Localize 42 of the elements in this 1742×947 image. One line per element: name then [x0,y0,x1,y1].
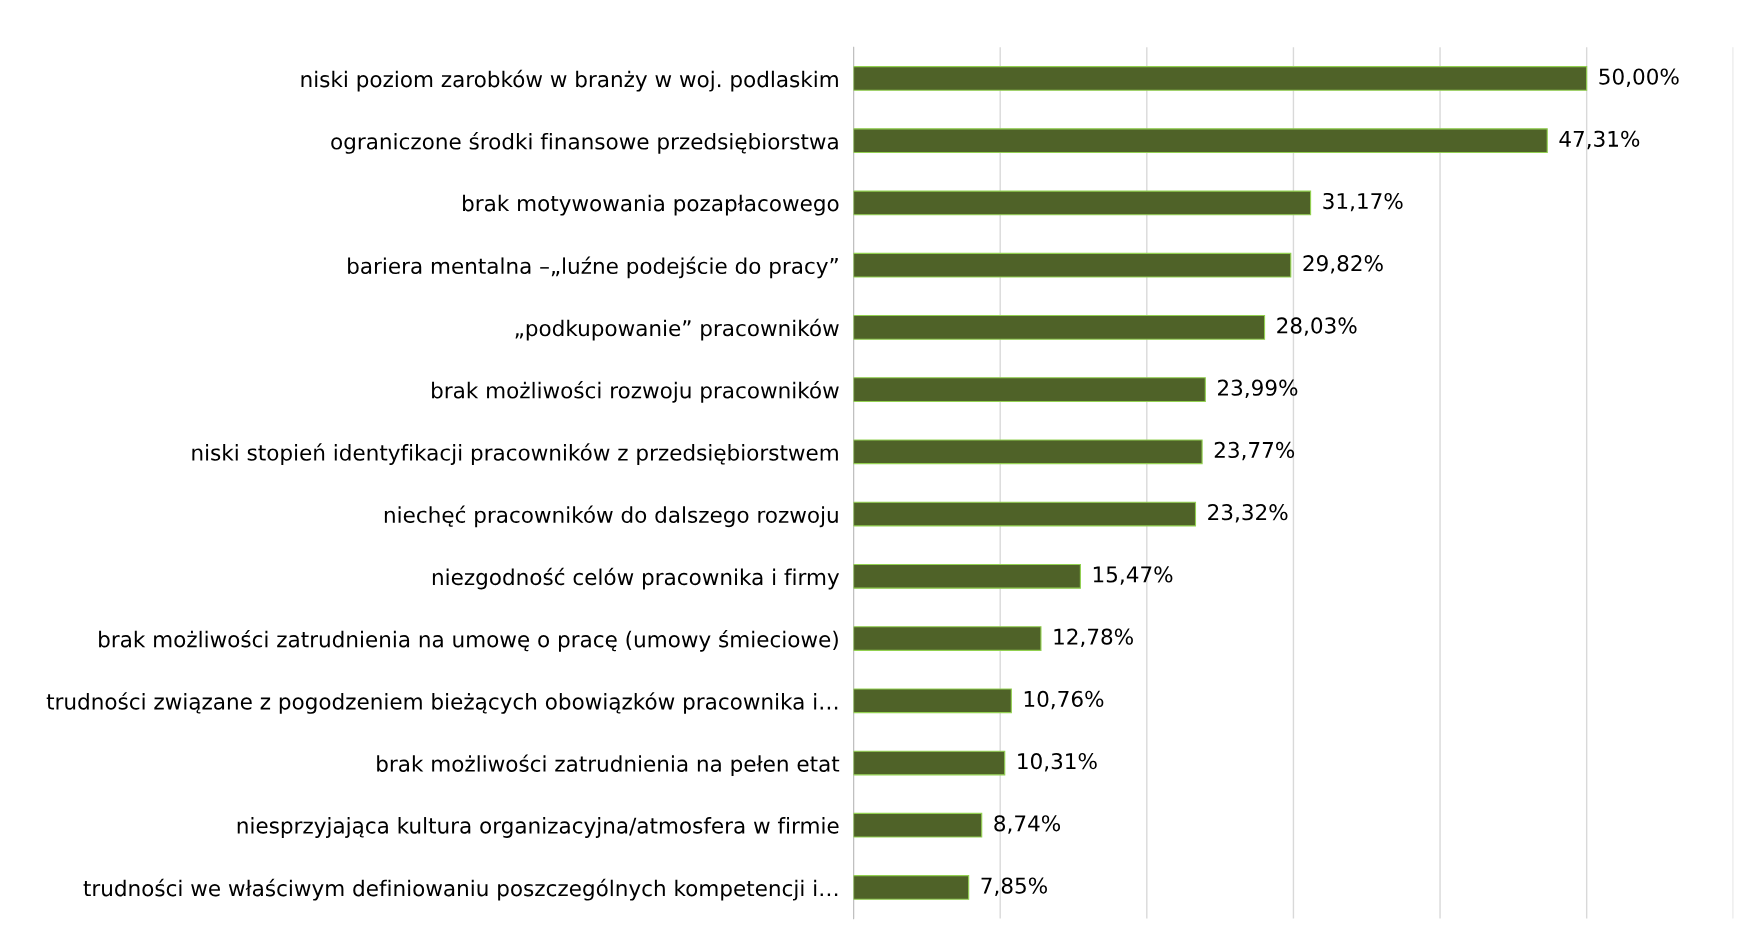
bar [853,190,1312,216]
y-tick-label: niechęć pracowników do dalszego rozwoju [384,505,838,528]
y-tick-label: ograniczone środki finansowe przedsiębiorstwa [331,132,838,154]
bar [853,377,1206,403]
data-label: 47,31% [1559,130,1640,150]
y-tick-label: „podkupowanie” pracowników [515,318,839,341]
data-label: 8,74% [994,815,1061,834]
y-tick-label: trudności we właściwym definiowaniu poszczególnych kompetencji i… [83,878,838,901]
data-label: 10,76% [1024,690,1104,710]
y-tick-label: brak możliwości zatrudnienia na pełen etat [377,754,840,777]
data-label: 10,31% [1018,752,1097,772]
data-label: 50,00% [1599,68,1679,87]
y-tick-label: bariera mentalna –„luźne podejście do pracy” [348,256,838,279]
data-label: 23,77% [1214,441,1295,461]
data-label: 28,03% [1277,317,1357,336]
y-tick-label: niski poziom zarobków w branży w woj. podlaskim [301,69,838,92]
bar [853,66,1588,91]
data-label: 7,85% [981,877,1047,896]
data-label: 12,78% [1054,628,1133,647]
bar [853,875,970,900]
bar [853,626,1042,651]
data-label: 23,99% [1218,379,1298,399]
bar [853,563,1081,589]
data-label: 23,32% [1208,504,1288,523]
bar [853,252,1292,278]
bar [853,315,1266,340]
bar [853,812,983,838]
y-tick-label: niezgodność celów pracownika i firmy [432,567,840,590]
bar [853,750,1006,776]
y-tick-label: niski stopień identyfikacji pracowników z przedsiębiorstwem [192,443,838,465]
data-label: 31,17% [1323,192,1403,212]
y-tick-label: brak możliwości zatrudnienia na umowę o pracę (umowy śmieciowe) [99,629,838,652]
bar [853,501,1197,527]
bar [853,128,1548,154]
y-tick-label: brak możliwości rozwoju pracowników [432,381,839,403]
data-label: 29,82% [1303,255,1383,274]
data-label: 15,47% [1093,566,1173,585]
bar [853,688,1012,714]
y-tick-label: trudności związane z pogodzeniem bieżących obowiązków pracownika i… [46,692,838,714]
y-tick-label: niesprzyjająca kultura organizacyjna/atmosfera w firmie [237,817,839,838]
y-tick-label: brak motywowania pozapłacowego [463,194,839,216]
bar [853,439,1203,465]
